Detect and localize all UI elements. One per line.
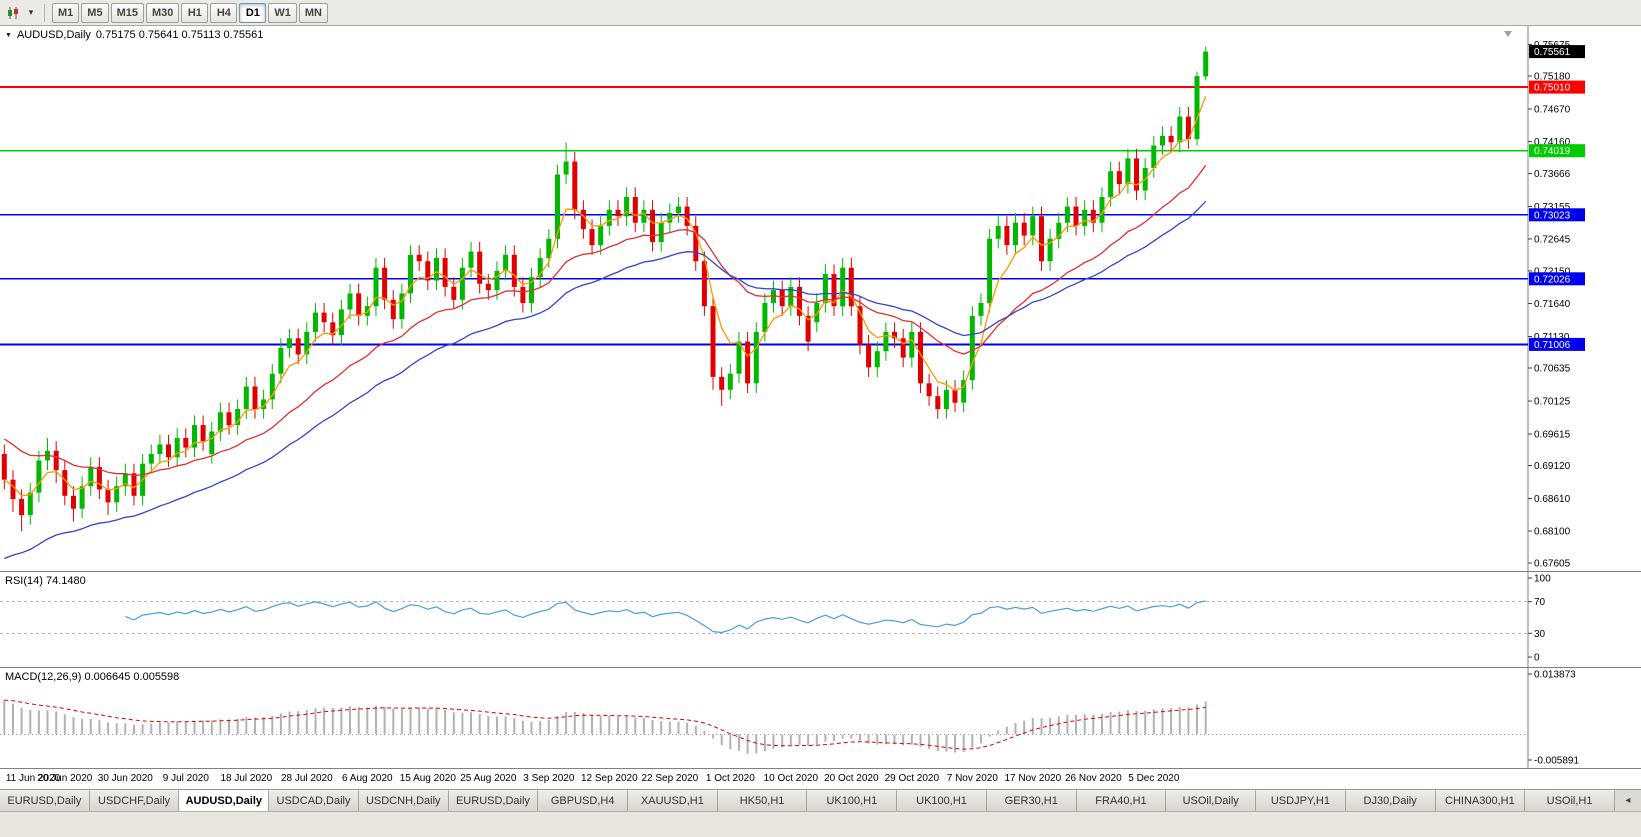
date-label: 5 Dec 2020 [1128,773,1180,784]
date-label: 26 Nov 2020 [1064,773,1122,784]
date-label: 3 Sep 2020 [523,773,575,784]
date-label: 10 Oct 2020 [763,773,819,784]
date-label: 22 Sep 2020 [641,773,699,784]
svg-text:0.67605: 0.67605 [1534,558,1571,569]
date-label: 25 Aug 2020 [460,773,517,784]
chart-tab-gbpusd-h4[interactable]: GBPUSD,H4 [538,790,629,811]
timeframe-button-h4[interactable]: H4 [210,2,238,23]
chart-tab-usdcad-daily[interactable]: USDCAD,Daily [269,790,359,811]
timeframe-button-w1[interactable]: W1 [268,2,297,23]
chart-tab-usdjpy-h1[interactable]: USDJPY,H1 [1256,790,1346,811]
chart-type-icon[interactable] [4,4,22,22]
timeframe-buttons: M1 M5 M15 M30 H1 H4 D1 W1 MN [52,2,328,23]
date-label: 6 Aug 2020 [342,773,393,784]
svg-text:0: 0 [1534,653,1540,664]
date-label: 11 Jun 2020 [5,773,61,784]
tab-scroll-left-icon[interactable]: ◂ [1625,795,1631,806]
timeframe-button-m15[interactable]: M15 [110,2,144,23]
date-label: 17 Nov 2020 [1004,773,1062,784]
timeframe-button-mn[interactable]: MN [298,2,328,23]
chart-tab-ger30-h1[interactable]: GER30,H1 [986,790,1077,811]
svg-text:100: 100 [1534,574,1551,585]
date-label: 1 Oct 2020 [705,773,755,784]
date-label: 20 Oct 2020 [824,773,879,784]
svg-text:0.69120: 0.69120 [1534,461,1571,472]
timeframe-button-h1[interactable]: H1 [181,2,209,23]
chart-region: 0.756750.751800.746700.741600.736660.731… [0,26,1641,789]
svg-text:0.75561: 0.75561 [1534,47,1571,58]
chart-tab-china300-h1[interactable]: CHINA300,H1 [1435,790,1526,811]
svg-text:0.71640: 0.71640 [1534,299,1571,310]
svg-text:0.73155: 0.73155 [1534,202,1571,213]
chart-tab-usoil-h1[interactable]: USOil,H1 [1525,790,1615,811]
timeframe-toolbar: ▾ M1 M5 M15 M30 H1 H4 D1 W1 MN [0,0,1641,26]
date-label: 20 Jun 2020 [37,773,93,784]
svg-text:0.70125: 0.70125 [1534,397,1571,408]
svg-text:0.72150: 0.72150 [1534,266,1571,277]
date-label: 29 Oct 2020 [884,773,940,784]
rsi-chart-canvas[interactable]: 100 70 30 0 [0,572,1641,667]
svg-text:-0.005891: -0.005891 [1534,756,1579,767]
macd-pane[interactable]: 0.013873 -0.005891 MACD(12,26,9) 0.006645… [0,667,1641,768]
chart-tab-hk50-h1[interactable]: HK50,H1 [717,790,808,811]
svg-text:0.72645: 0.72645 [1534,235,1571,246]
svg-text:0.68610: 0.68610 [1534,494,1571,505]
svg-text:0.74670: 0.74670 [1534,104,1571,115]
svg-text:0.013873: 0.013873 [1534,670,1576,681]
svg-text:70: 70 [1534,597,1546,608]
date-label: 7 Nov 2020 [946,773,998,784]
svg-text:0.74019: 0.74019 [1534,146,1571,157]
chart-tab-uk100-h1[interactable]: UK100,H1 [897,790,987,811]
macd-chart-canvas[interactable]: 0.013873 -0.005891 [0,668,1641,768]
svg-text:0.68100: 0.68100 [1534,527,1571,538]
chart-tab-eurusd-daily[interactable]: EURUSD,Daily [0,790,90,811]
chart-tab-usdcnh-daily[interactable]: USDCNH,Daily [358,790,449,811]
svg-text:0.75180: 0.75180 [1534,72,1571,83]
chart-tab-usoil-daily[interactable]: USOil,Daily [1166,790,1257,811]
date-label: 18 Jul 2020 [220,773,273,784]
chart-tab-dj30-daily[interactable]: DJ30,Daily [1345,790,1436,811]
svg-text:0.71006: 0.71006 [1534,340,1571,351]
rsi-pane[interactable]: 100 70 30 0 RSI(14) 74.1480 [0,571,1641,667]
date-label: 30 Jun 2020 [97,773,153,784]
svg-text:0.69615: 0.69615 [1534,429,1571,440]
svg-text:0.73023: 0.73023 [1534,210,1571,221]
svg-text:0.72026: 0.72026 [1534,274,1571,285]
svg-text:30: 30 [1534,629,1546,640]
toolbar-separator [44,3,45,22]
chart-tab-fra40-h1[interactable]: FRA40,H1 [1076,790,1167,811]
timeframe-button-d1[interactable]: D1 [239,2,267,23]
date-label: 28 Jul 2020 [280,773,333,784]
svg-text:0.74160: 0.74160 [1534,137,1571,148]
chart-tab-audusd-daily[interactable]: AUDUSD,Daily [179,790,270,811]
time-axis[interactable]: 11 Jun 2020 20 Jun 2020 30 Jun 2020 9 Jul 2… [0,768,1641,789]
chart-tab-usdchf-daily[interactable]: USDCHF,Daily [89,790,180,811]
svg-text:0.70635: 0.70635 [1534,364,1571,375]
price-chart-canvas[interactable]: 0.756750.751800.746700.741600.736660.731… [0,26,1641,571]
status-bar [0,811,1641,837]
timeframe-button-m5[interactable]: M5 [81,2,109,23]
svg-text:0.73666: 0.73666 [1534,169,1571,180]
chart-tab-eurusd-daily[interactable]: EURUSD,Daily [448,790,539,811]
date-label: 12 Sep 2020 [580,773,638,784]
chart-tabs: EURUSD,Daily USDCHF,Daily AUDUSD,Daily USDC… [0,789,1641,811]
chart-tab-xauusd-h1[interactable]: XAUUSD,H1 [628,790,718,811]
svg-text:0.75010: 0.75010 [1534,83,1571,94]
chart-tab-uk100-h1[interactable]: UK100,H1 [807,790,898,811]
timeframe-button-m30[interactable]: M30 [145,2,180,23]
date-label: 9 Jul 2020 [162,773,209,784]
dropdown-arrow-icon[interactable]: ▾ [28,7,34,17]
date-label: 15 Aug 2020 [399,773,456,784]
timeframe-button-m1[interactable]: M1 [52,2,80,23]
svg-text:0.71130: 0.71130 [1534,332,1570,343]
price-pane[interactable]: 0.756750.751800.746700.741600.736660.731… [0,26,1641,571]
